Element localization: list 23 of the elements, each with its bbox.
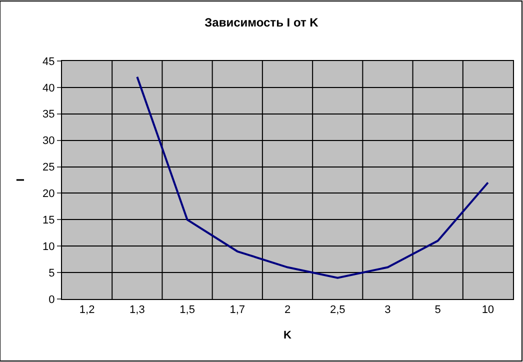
line-series [136,76,489,279]
y-tick-label: 5 [48,267,55,280]
x-tick-label: 2,5 [330,304,346,316]
x-tick-label: 1,3 [130,304,145,316]
x-tick-label: 5 [434,304,441,316]
x-tick-label: 1,2 [79,304,95,316]
x-tick-label: 1,5 [180,304,195,316]
y-tick-label: 25 [42,162,55,174]
y-tick-label: 45 [42,56,55,68]
y-tick-label: 0 [48,294,55,306]
x-tick-label: 2 [284,304,291,316]
y-tick-label: 10 [42,240,55,253]
x-tick-label: 3 [384,304,391,316]
y-tick-label: 35 [42,108,55,121]
y-axis-title: I [15,178,28,182]
y-tick-label: 15 [42,214,55,227]
chart-title: Зависимость I от K [204,15,319,30]
x-tick-label: 1,7 [230,304,246,316]
x-tick-label: 10 [482,304,494,316]
y-tick-label: 30 [42,135,55,148]
x-axis-title: K [284,329,292,342]
y-tick-label: 20 [42,188,55,200]
y-tick-label: 40 [42,82,55,94]
